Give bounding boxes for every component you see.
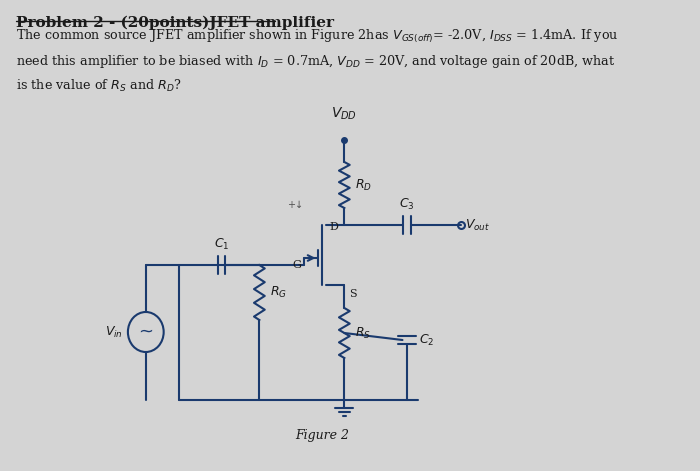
Text: ~: ~ [139,323,153,341]
Text: $R_S$: $R_S$ [355,325,371,341]
Text: G: G [293,260,302,270]
Text: The common source JFET amplifier shown in Figure 2has $V_{GS(off)}$= -2.0V, $I_{: The common source JFET amplifier shown i… [16,28,619,94]
Text: Problem 2 - (20points)JFET amplifier: Problem 2 - (20points)JFET amplifier [16,16,334,31]
Text: $R_G$: $R_G$ [270,285,287,300]
Text: $C_2$: $C_2$ [419,333,435,348]
Text: $R_D$: $R_D$ [355,178,372,193]
Text: D: D [329,222,338,232]
Text: S: S [349,289,356,299]
Text: Figure 2: Figure 2 [295,429,349,441]
Text: $V_{DD}$: $V_{DD}$ [331,106,358,122]
Text: $C_3$: $C_3$ [399,197,415,212]
Text: $V_{in}$: $V_{in}$ [106,325,123,340]
Text: +↓: +↓ [287,200,303,210]
Text: $V_{out}$: $V_{out}$ [465,218,490,233]
Text: $C_1$: $C_1$ [214,237,230,252]
